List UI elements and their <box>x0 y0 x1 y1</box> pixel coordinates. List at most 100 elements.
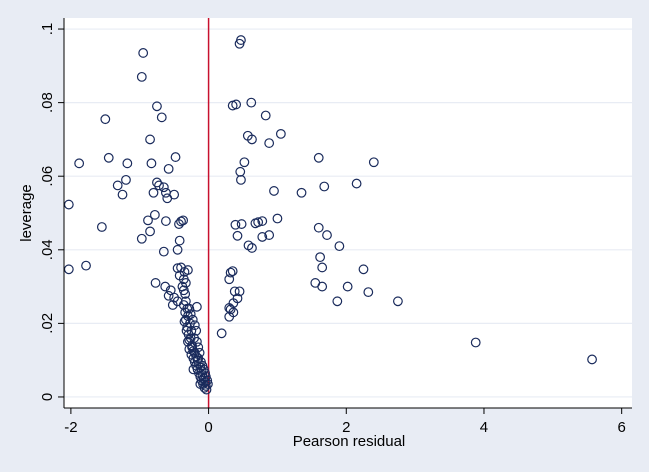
data-point <box>317 281 328 292</box>
data-point <box>216 328 227 339</box>
x-tick-label: 6 <box>618 419 626 436</box>
data-point <box>225 304 236 315</box>
data-point <box>74 158 85 169</box>
data-point <box>158 246 169 257</box>
data-point <box>103 152 114 163</box>
y-axis-ticks: 0 .02 .04 .06 .08 .1 <box>39 23 64 401</box>
y-tick-label: .1 <box>39 23 56 36</box>
y-tick-label: .08 <box>39 92 56 113</box>
data-point <box>202 379 213 389</box>
y-tick-label: 0 <box>39 393 56 401</box>
data-point <box>136 233 147 244</box>
data-point <box>180 289 191 299</box>
data-point <box>236 174 246 185</box>
data-point <box>363 287 374 298</box>
data-point <box>189 320 200 331</box>
data-point <box>63 264 74 275</box>
data-point <box>232 230 243 241</box>
data-point <box>146 158 157 169</box>
data-point <box>154 180 164 191</box>
data-point <box>239 157 250 168</box>
x-tick-label: -2 <box>64 419 77 436</box>
data-point <box>230 219 241 230</box>
data-point <box>264 230 275 240</box>
data-point <box>313 222 324 233</box>
data-point <box>342 281 353 292</box>
data-point <box>200 368 211 378</box>
data-point <box>351 178 362 189</box>
data-point <box>152 101 162 112</box>
data-point <box>152 177 162 188</box>
data-point <box>158 182 169 193</box>
data-point <box>187 342 197 353</box>
data-point <box>234 286 245 297</box>
data-point <box>184 303 195 314</box>
x-axis-ticks: -2 0 2 4 6 <box>64 408 626 436</box>
data-point <box>296 187 307 198</box>
y-tick-label: .02 <box>39 313 56 334</box>
data-point <box>149 209 160 220</box>
data-point <box>470 337 481 348</box>
data-point <box>393 296 403 307</box>
data-point <box>246 97 257 108</box>
data-points <box>63 35 597 395</box>
data-point <box>163 290 174 301</box>
data-point <box>247 243 257 253</box>
data-point <box>250 218 261 229</box>
data-point <box>156 112 167 123</box>
data-point <box>179 316 190 327</box>
data-point <box>257 232 268 242</box>
data-point <box>181 325 192 336</box>
data-point <box>63 199 74 210</box>
data-point <box>148 187 159 198</box>
data-point <box>322 230 332 240</box>
data-point <box>201 384 212 395</box>
data-point <box>225 267 236 278</box>
data-point <box>334 241 345 252</box>
data-point <box>191 325 202 336</box>
data-point <box>257 216 268 226</box>
x-tick-label: 4 <box>480 419 488 436</box>
data-point <box>191 336 202 347</box>
data-point <box>162 193 173 204</box>
data-point <box>174 235 185 246</box>
data-point <box>229 286 240 297</box>
data-point <box>195 379 206 389</box>
data-point <box>234 38 245 49</box>
data-point <box>191 301 202 312</box>
data-point <box>145 134 155 145</box>
data-point <box>81 260 91 271</box>
data-point <box>136 71 147 82</box>
data-point <box>185 309 196 320</box>
data-point <box>272 213 283 224</box>
data-point <box>188 364 199 375</box>
data-point <box>150 278 161 288</box>
x-axis-title: Pearson residual <box>293 433 406 450</box>
data-point <box>260 110 271 121</box>
data-point <box>145 226 155 237</box>
data-point <box>317 262 328 273</box>
data-point <box>138 48 149 58</box>
data-point <box>163 163 174 174</box>
data-point <box>358 264 369 275</box>
data-point <box>170 152 181 162</box>
data-point <box>332 296 343 307</box>
data-point <box>178 215 189 226</box>
data-point <box>122 158 133 169</box>
data-point <box>227 100 238 111</box>
y-tick-label: .04 <box>39 239 56 260</box>
data-point <box>313 152 324 163</box>
data-point <box>96 222 107 232</box>
data-point <box>224 311 235 322</box>
data-point <box>112 180 123 191</box>
data-point <box>247 134 257 145</box>
data-point <box>193 342 204 353</box>
data-point <box>160 216 171 226</box>
data-point <box>224 274 235 285</box>
data-point <box>368 157 379 168</box>
data-point <box>315 252 326 263</box>
data-point <box>275 128 286 139</box>
x-tick-label: 0 <box>204 419 212 436</box>
data-point <box>227 266 238 277</box>
